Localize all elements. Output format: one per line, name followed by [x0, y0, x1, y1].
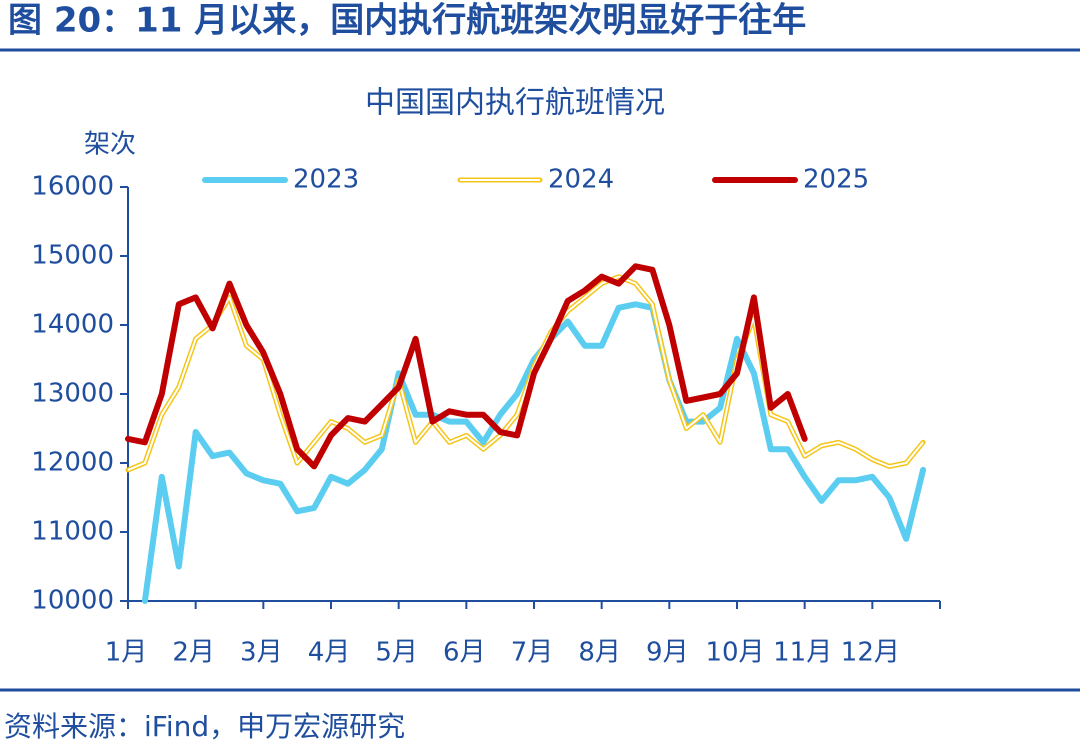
x-tick-label: 7月	[511, 638, 554, 668]
x-tick-label: 1月	[105, 638, 148, 668]
x-tick-label: 11月	[773, 638, 832, 668]
x-tick-label: 9月	[646, 638, 689, 668]
x-tick-label: 2月	[172, 638, 215, 668]
x-tick-label: 3月	[240, 638, 283, 668]
legend-label: 2025	[803, 165, 869, 195]
y-tick-label: 13000	[31, 379, 114, 409]
y-tick-label: 12000	[31, 448, 114, 478]
x-tick-label: 10月	[705, 638, 764, 668]
chart-title: 中国国内执行航班情况	[365, 86, 665, 121]
legend-label: 2023	[293, 165, 359, 195]
y-tick-label: 10000	[31, 586, 114, 616]
y-tick-label: 11000	[31, 517, 114, 547]
y-tick-label: 15000	[31, 241, 114, 271]
y-tick-label: 14000	[31, 310, 114, 340]
series-line	[125, 263, 808, 470]
series-line	[141, 301, 927, 604]
x-tick-label: 12月	[841, 638, 900, 668]
legend-label: 2024	[548, 165, 614, 195]
y-tick-label: 16000	[31, 172, 114, 202]
x-tick-label: 6月	[443, 638, 486, 668]
series-line-inner	[127, 275, 924, 471]
x-tick-label: 8月	[578, 638, 621, 668]
y-axis-label: 架次	[84, 130, 136, 160]
x-tick-label: 5月	[375, 638, 418, 668]
header-title: 图 20：11 月以来，国内执行航班架次明显好于往年	[8, 1, 806, 41]
x-tick-label: 4月	[308, 638, 351, 668]
footer-source: 资料来源：iFind，申万宏源研究	[4, 710, 405, 743]
